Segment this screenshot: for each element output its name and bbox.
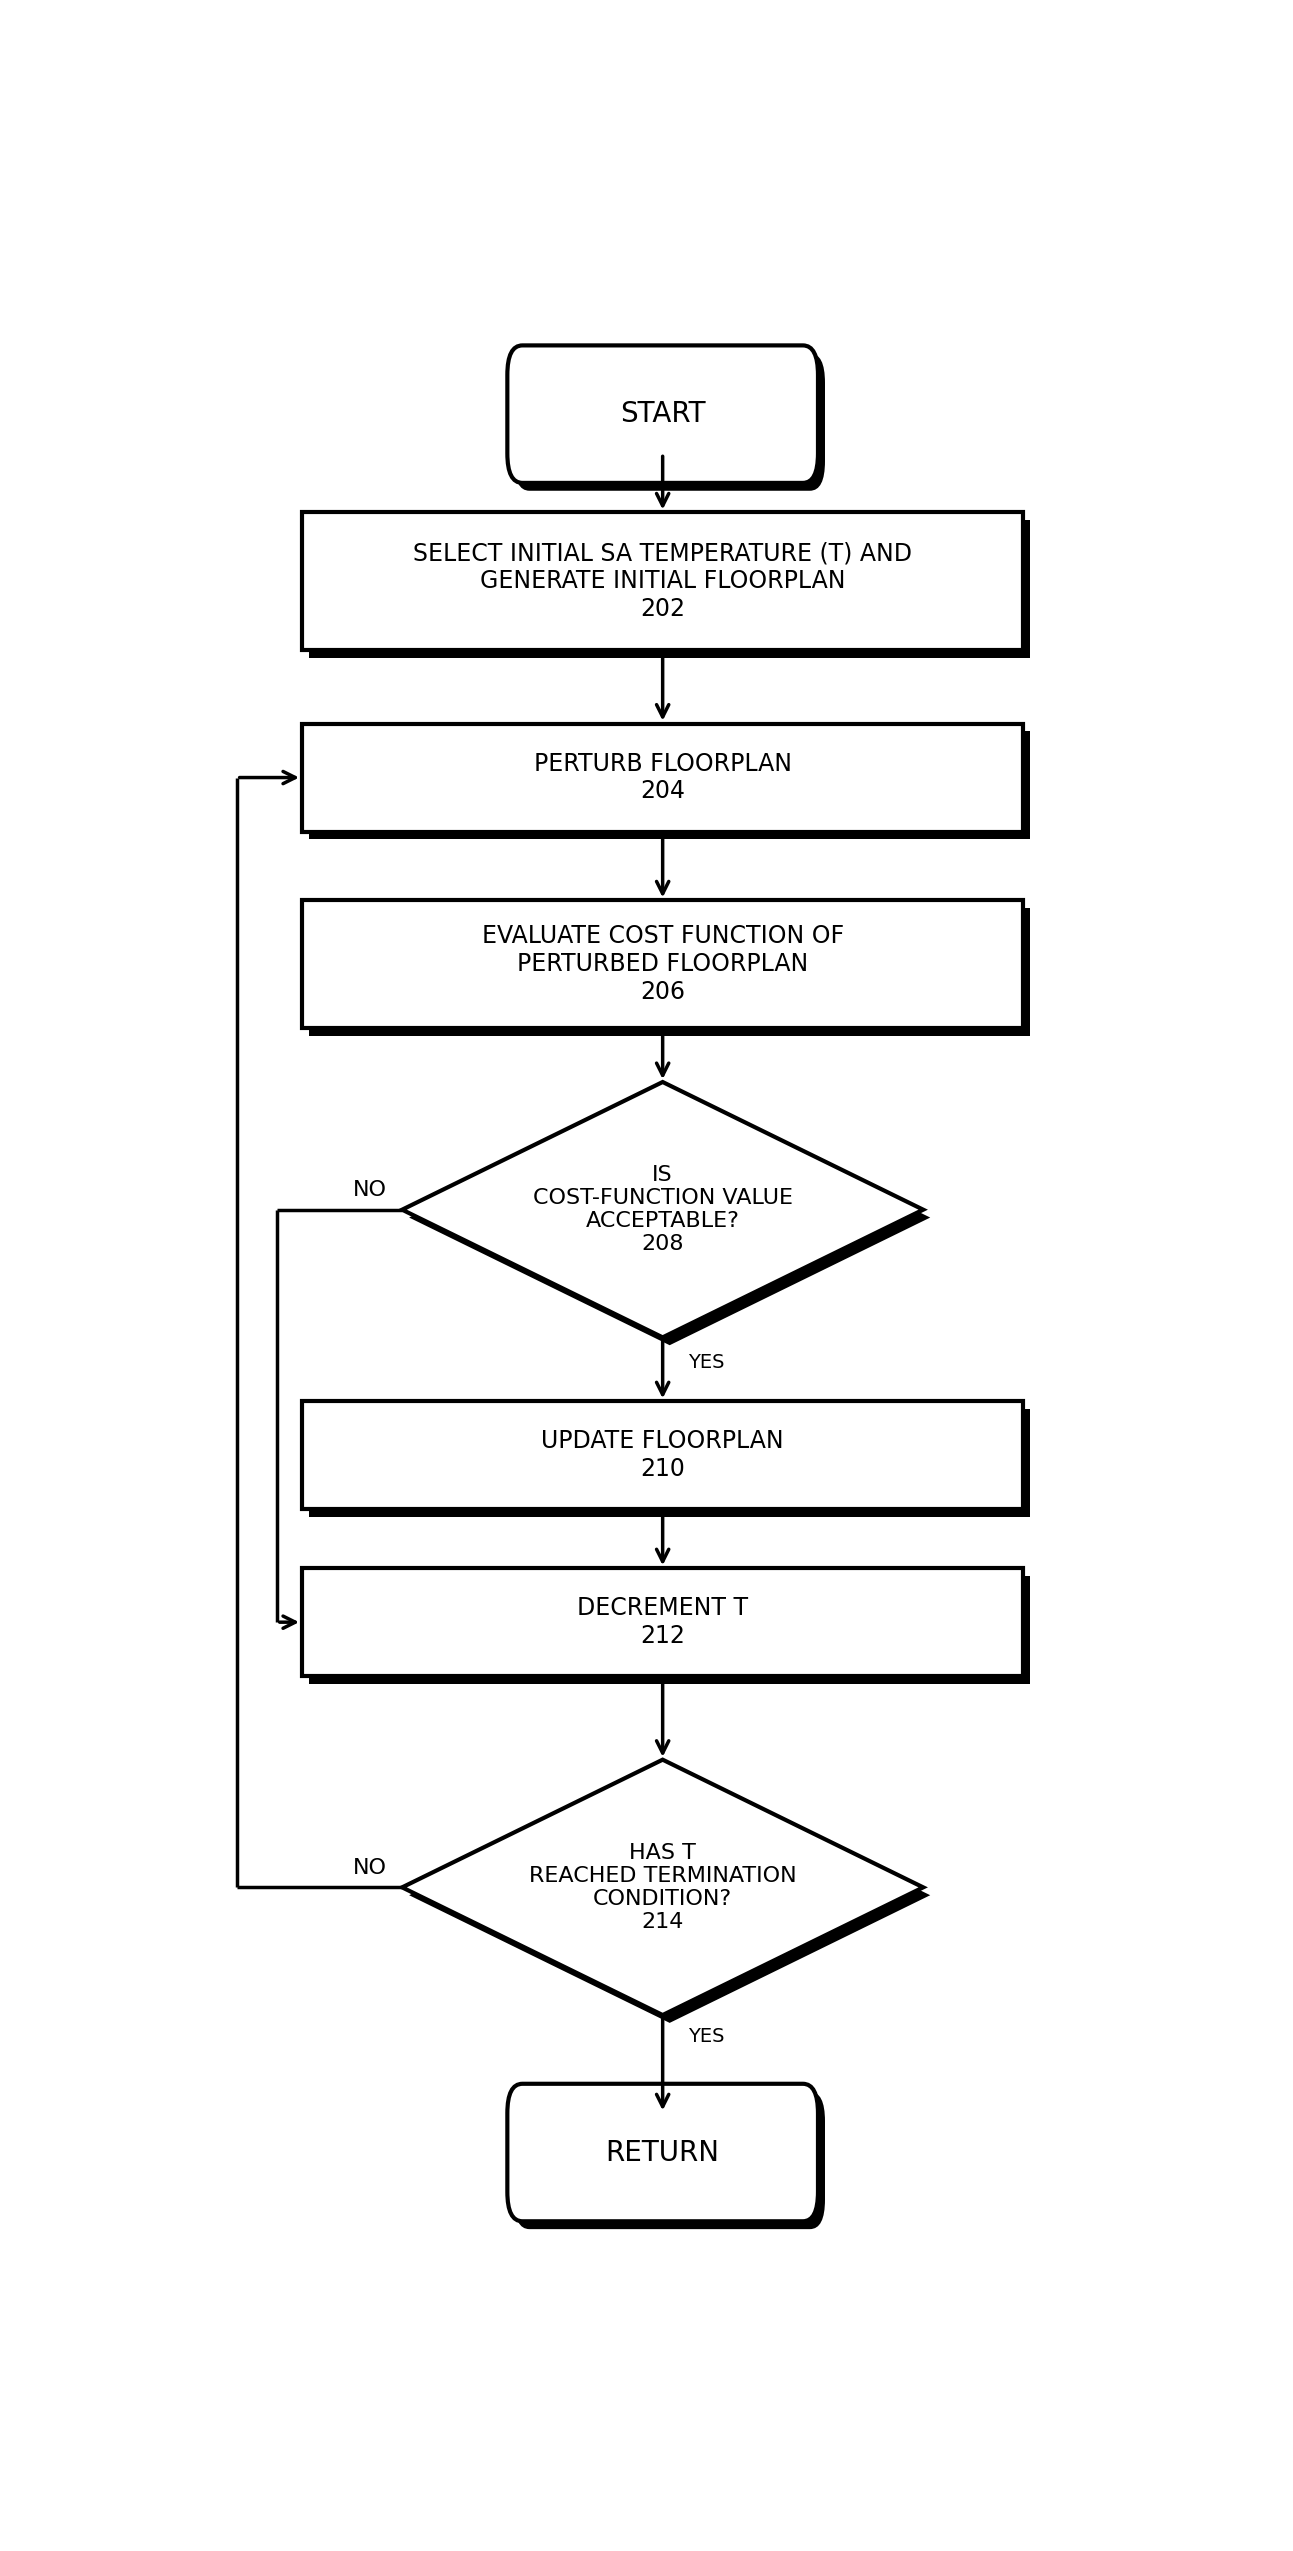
Text: SELECT INITIAL SA TEMPERATURE (T) AND
GENERATE INITIAL FLOORPLAN
202: SELECT INITIAL SA TEMPERATURE (T) AND GE… — [414, 541, 912, 620]
Text: NO: NO — [353, 1181, 387, 1199]
Bar — [303, 724, 1024, 832]
Text: EVALUATE COST FUNCTION OF
PERTURBED FLOORPLAN
206: EVALUATE COST FUNCTION OF PERTURBED FLOO… — [481, 923, 844, 1005]
Polygon shape — [402, 1760, 923, 2015]
Bar — [309, 908, 1031, 1036]
Text: NO: NO — [353, 1857, 387, 1878]
Bar — [309, 732, 1031, 839]
Bar — [303, 513, 1024, 651]
Text: IS
COST-FUNCTION VALUE
ACCEPTABLE?
208: IS COST-FUNCTION VALUE ACCEPTABLE? 208 — [533, 1166, 793, 1255]
Bar — [309, 1577, 1031, 1684]
Text: START: START — [619, 401, 706, 429]
FancyBboxPatch shape — [515, 352, 825, 490]
Text: RETURN: RETURN — [605, 2138, 720, 2166]
FancyBboxPatch shape — [515, 2092, 825, 2230]
FancyBboxPatch shape — [507, 344, 818, 482]
Text: YES: YES — [688, 1352, 724, 1372]
Polygon shape — [409, 1089, 930, 1344]
Text: UPDATE FLOORPLAN
210: UPDATE FLOORPLAN 210 — [542, 1429, 784, 1482]
Polygon shape — [409, 1768, 930, 2023]
Bar — [309, 1408, 1031, 1518]
Polygon shape — [402, 1082, 923, 1337]
Text: HAS T
REACHED TERMINATION
CONDITION?
214: HAS T REACHED TERMINATION CONDITION? 214 — [529, 1842, 796, 1931]
Bar — [303, 1569, 1024, 1676]
Bar — [303, 901, 1024, 1028]
Bar — [309, 520, 1031, 658]
Text: YES: YES — [688, 2028, 724, 2046]
FancyBboxPatch shape — [507, 2084, 818, 2222]
Text: PERTURB FLOORPLAN
204: PERTURB FLOORPLAN 204 — [534, 753, 791, 804]
Text: DECREMENT T
212: DECREMENT T 212 — [577, 1597, 749, 1648]
Bar — [303, 1400, 1024, 1510]
